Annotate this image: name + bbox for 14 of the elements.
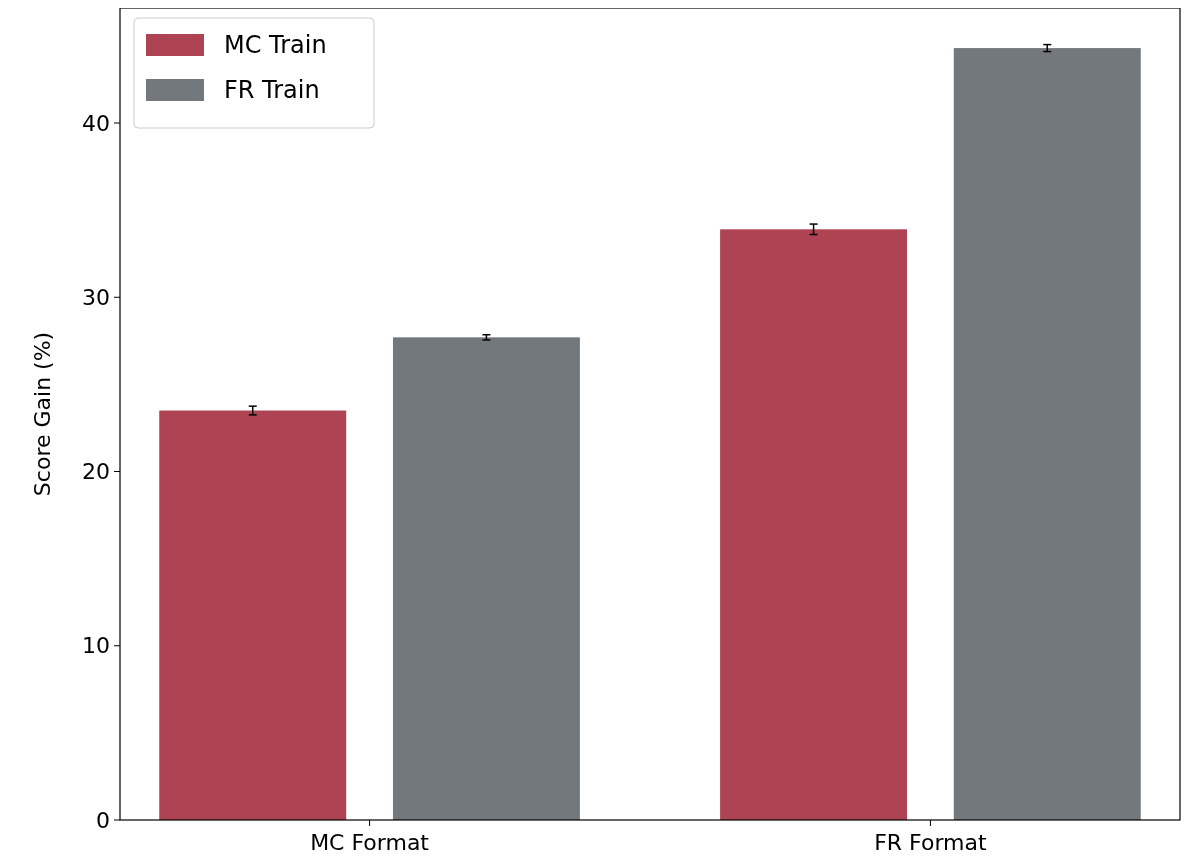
legend-label: FR Train <box>224 76 320 105</box>
bar <box>392 337 580 820</box>
y-tick-label: 40 <box>82 110 110 136</box>
x-tick-label: MC Format <box>310 830 430 855</box>
y-tick-label: 10 <box>82 633 110 659</box>
y-axis-title: Score Gain (%) <box>30 331 55 497</box>
y-tick-label: 30 <box>82 284 110 310</box>
bar <box>159 410 347 820</box>
y-tick-label: 0 <box>96 807 110 833</box>
legend-label: MC Train <box>224 31 327 60</box>
y-tick-label: 20 <box>82 459 110 485</box>
bar <box>953 48 1141 820</box>
x-tick-label: FR Format <box>874 830 988 855</box>
bar <box>720 229 908 820</box>
